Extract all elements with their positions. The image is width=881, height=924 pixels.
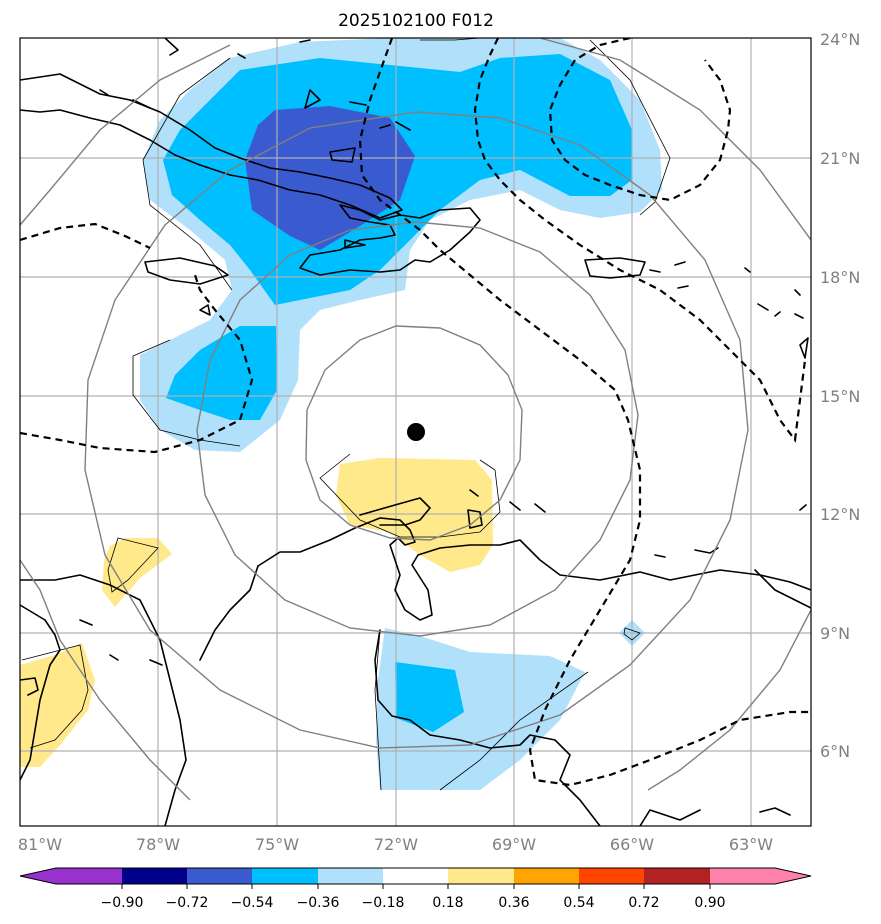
colorbar-segment — [187, 868, 252, 884]
lon-label: 81°W — [18, 835, 62, 854]
map-content — [20, 38, 811, 826]
colorbar-tick-label: 0.54 — [563, 895, 594, 911]
lat-label: 21°N — [820, 149, 860, 168]
lon-label: 75°W — [255, 835, 299, 854]
thin-contour-lines — [21, 38, 671, 791]
colorbar-tick-marks — [121, 884, 711, 889]
colorbar-tick-label: 0.90 — [694, 895, 725, 911]
latitude-labels: 24°N 21°N 18°N 15°N 12°N 9°N 6°N — [820, 30, 860, 761]
lat-label: 12°N — [820, 505, 860, 524]
lon-label: 72°W — [374, 835, 418, 854]
colorbar-segment — [710, 868, 775, 884]
storm-center-marker — [407, 423, 425, 441]
lat-label: 18°N — [820, 268, 860, 287]
colorbar-tick-label: −0.54 — [231, 895, 274, 911]
lon-label: 78°W — [136, 835, 180, 854]
colorbar-tick-label: −0.72 — [166, 895, 209, 911]
colorbar-over-extend — [775, 868, 811, 884]
lon-label: 69°W — [492, 835, 536, 854]
map-title: 2025102100 F012 — [338, 11, 494, 31]
lon-label: 63°W — [729, 835, 773, 854]
colorbar-segment — [122, 868, 187, 884]
colorbar-segment — [644, 868, 710, 884]
colorbar-under-extend — [20, 868, 56, 884]
colorbar-tick-label: −0.18 — [362, 895, 405, 911]
longitude-labels: 81°W 78°W 75°W 72°W 69°W 66°W 63°W — [18, 835, 773, 854]
lat-label: 9°N — [820, 624, 850, 643]
coastlines — [20, 38, 811, 826]
lon-label: 66°W — [610, 835, 654, 854]
colorbar-segment — [514, 868, 579, 884]
colorbar-tick-label: −0.36 — [297, 895, 340, 911]
colorbar-segment — [252, 868, 318, 884]
colorbar-segment — [579, 868, 644, 884]
colorbar-tick-label: 0.36 — [498, 895, 529, 911]
colorbar-segment — [56, 868, 122, 884]
colorbar-tick-label: 0.72 — [628, 895, 659, 911]
colorbar-tick-label: 0.18 — [432, 895, 463, 911]
dashed-contours — [20, 38, 811, 787]
yellow-fill-center — [336, 458, 493, 572]
colorbar-tick-label: −0.90 — [101, 895, 144, 911]
colorbar: −0.90 −0.72 −0.54 −0.36 −0.18 0.18 0.36 … — [19, 867, 812, 911]
lat-label: 6°N — [820, 742, 850, 761]
lat-label: 24°N — [820, 30, 860, 49]
map-frame — [19, 37, 812, 827]
colorbar-segment — [383, 868, 448, 884]
lat-label: 15°N — [820, 387, 860, 406]
yellow-fill-southwest — [20, 643, 95, 767]
colorbar-outline — [19, 867, 812, 885]
colorbar-segment — [448, 868, 514, 884]
colorbar-segment — [318, 868, 383, 884]
distance-rings — [20, 38, 811, 801]
cyan-fill-south — [395, 662, 464, 732]
